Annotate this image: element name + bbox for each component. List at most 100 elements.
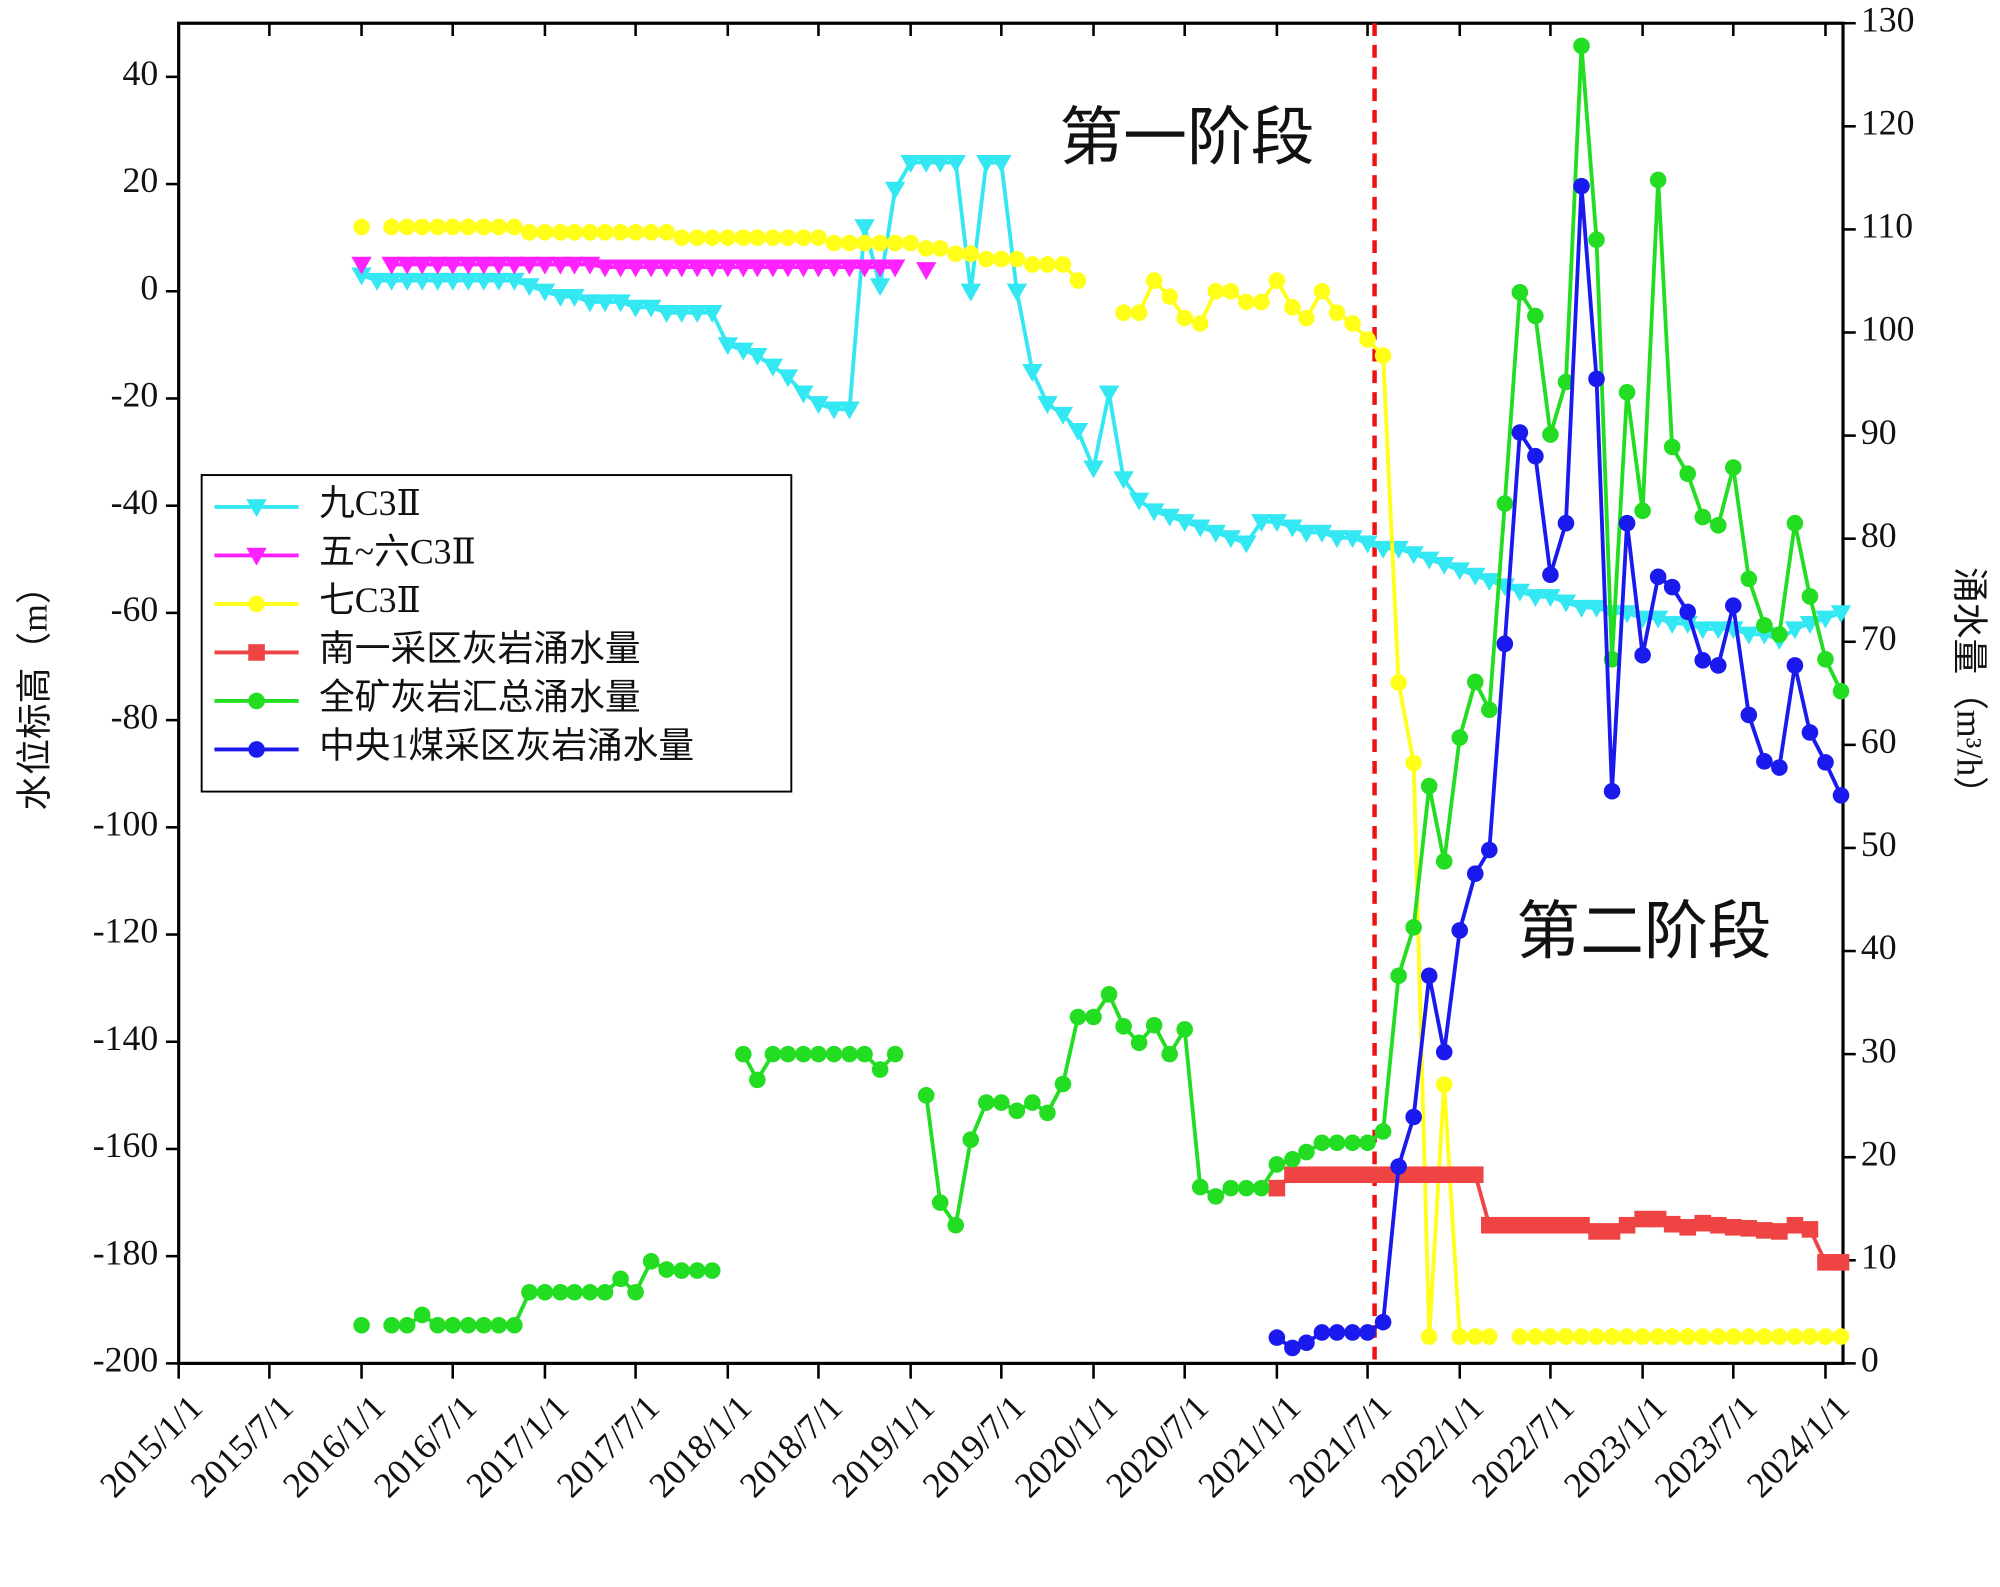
data-point bbox=[1771, 759, 1788, 776]
data-point bbox=[1359, 331, 1376, 348]
data-point bbox=[490, 218, 508, 236]
data-point bbox=[795, 1045, 812, 1063]
data-point bbox=[991, 154, 1012, 173]
data-point bbox=[566, 1283, 583, 1301]
data-point bbox=[1618, 1216, 1636, 1234]
data-point bbox=[1328, 1324, 1346, 1341]
data-point bbox=[810, 229, 827, 246]
data-point bbox=[640, 299, 662, 318]
data-point bbox=[1405, 1166, 1422, 1184]
data-point bbox=[1756, 753, 1773, 770]
data-point bbox=[960, 283, 981, 302]
data-point bbox=[1253, 1179, 1270, 1197]
data-point bbox=[612, 1270, 629, 1288]
data-point bbox=[1451, 922, 1469, 939]
y2-tick-label: 130 bbox=[1861, 0, 1915, 39]
data-point bbox=[473, 256, 495, 275]
data-point bbox=[596, 224, 614, 241]
data-point bbox=[1161, 1045, 1178, 1063]
data-point bbox=[1268, 272, 1286, 289]
data-point bbox=[1359, 1324, 1376, 1341]
data-point bbox=[1832, 682, 1850, 700]
data-point bbox=[1115, 1017, 1132, 1035]
data-point bbox=[411, 256, 433, 275]
data-point bbox=[1679, 1328, 1696, 1345]
data-point bbox=[519, 278, 540, 297]
data-point bbox=[1694, 508, 1712, 526]
data-point bbox=[1130, 304, 1148, 322]
data-point bbox=[658, 1261, 675, 1278]
data-point bbox=[1511, 424, 1529, 441]
data-point bbox=[825, 234, 843, 252]
data-point bbox=[1756, 616, 1773, 634]
data-point bbox=[1801, 588, 1819, 605]
data-point bbox=[1052, 406, 1074, 425]
data-point bbox=[1555, 594, 1577, 613]
y2-tick-label: 100 bbox=[1861, 309, 1915, 349]
data-point bbox=[610, 294, 631, 313]
data-point bbox=[929, 154, 951, 173]
y-tick-label: 40 bbox=[123, 53, 159, 93]
data-point bbox=[1451, 729, 1469, 746]
data-point bbox=[1815, 610, 1836, 629]
data-point bbox=[793, 259, 814, 278]
data-point bbox=[1527, 1328, 1544, 1345]
data-point bbox=[1054, 1075, 1072, 1093]
data-point bbox=[1679, 1219, 1696, 1236]
data-point bbox=[1677, 615, 1698, 634]
data-point bbox=[383, 1316, 400, 1334]
data-point bbox=[1298, 1334, 1315, 1352]
data-point bbox=[1573, 177, 1590, 195]
data-point bbox=[1420, 1328, 1438, 1345]
data-point bbox=[564, 256, 585, 275]
data-point bbox=[703, 1262, 721, 1279]
data-point bbox=[1724, 1328, 1742, 1345]
data-point bbox=[1573, 1328, 1590, 1345]
data-point bbox=[1359, 1166, 1376, 1184]
y2-tick-label: 120 bbox=[1861, 103, 1915, 143]
data-point bbox=[353, 218, 370, 236]
data-point bbox=[839, 401, 860, 420]
y-tick-label: -200 bbox=[93, 1340, 158, 1380]
data-point bbox=[1190, 519, 1211, 538]
data-point bbox=[703, 229, 721, 246]
data-point bbox=[1649, 1210, 1667, 1228]
data-point bbox=[627, 1283, 644, 1301]
data-point bbox=[1603, 782, 1621, 800]
data-point bbox=[1326, 530, 1348, 549]
data-point bbox=[673, 229, 690, 246]
data-point bbox=[1786, 514, 1804, 532]
data-point bbox=[1479, 573, 1500, 591]
data-point bbox=[671, 259, 692, 278]
data-point bbox=[1145, 272, 1163, 289]
data-point bbox=[1771, 626, 1788, 643]
data-point bbox=[1709, 657, 1727, 674]
data-point bbox=[550, 256, 571, 275]
data-point bbox=[1405, 919, 1422, 936]
y-axis-label: 水位标高（m） bbox=[14, 568, 54, 810]
data-point bbox=[473, 272, 495, 291]
data-point bbox=[566, 224, 583, 241]
data-point bbox=[1481, 701, 1498, 719]
data-point bbox=[1511, 1328, 1529, 1345]
y2-tick-label: 90 bbox=[1861, 412, 1897, 452]
data-point bbox=[1176, 309, 1193, 327]
data-point bbox=[552, 224, 569, 241]
data-point bbox=[917, 240, 935, 257]
data-point bbox=[1634, 502, 1651, 520]
data-point bbox=[1618, 1328, 1636, 1345]
data-point bbox=[1649, 1328, 1667, 1345]
data-point bbox=[579, 294, 601, 313]
data-point bbox=[625, 299, 646, 318]
data-point bbox=[808, 396, 829, 415]
data-point bbox=[1359, 1134, 1376, 1152]
data-point bbox=[1284, 1166, 1301, 1184]
legend-label: 中央1煤采区灰岩涌水量 bbox=[319, 726, 694, 766]
data-point bbox=[411, 272, 433, 291]
annotation: 第二阶段 bbox=[1516, 896, 1771, 967]
data-point bbox=[884, 259, 906, 278]
data-point bbox=[671, 305, 692, 323]
data-point bbox=[839, 259, 860, 278]
data-point bbox=[534, 256, 556, 275]
